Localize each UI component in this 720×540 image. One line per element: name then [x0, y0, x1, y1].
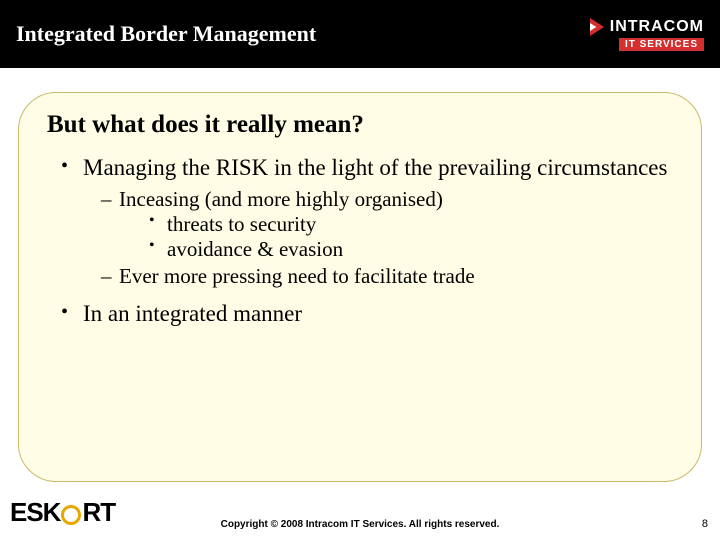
logo-sub: IT SERVICES: [619, 38, 704, 51]
list-item: threats to security: [149, 212, 673, 237]
list-item: Inceasing (and more highly organised) th…: [101, 187, 673, 262]
bullet-text: threats to security: [167, 212, 316, 236]
list-item: In an integrated manner: [61, 301, 673, 327]
copyright: Copyright © 2008 Intracom IT Services. A…: [221, 519, 500, 530]
bullet-text: In an integrated manner: [83, 301, 302, 326]
logo-name: INTRACOM: [610, 18, 704, 36]
bullet-text: avoidance & evasion: [167, 237, 343, 261]
eskort-pre: ESK: [10, 497, 60, 528]
bullet-text: Managing the RISK in the light of the pr…: [83, 155, 667, 180]
eskort-logo: ESK RT: [10, 497, 115, 528]
list-item: avoidance & evasion: [149, 237, 673, 262]
header-title: Integrated Border Management: [16, 21, 316, 47]
slide-header: Integrated Border Management INTRACOM IT…: [0, 0, 720, 68]
bullet-list: Managing the RISK in the light of the pr…: [47, 155, 673, 327]
content-box: But what does it really mean? Managing t…: [18, 92, 702, 482]
box-title: But what does it really mean?: [47, 111, 673, 139]
bullet-text: Inceasing (and more highly organised): [119, 187, 443, 211]
list-item: Ever more pressing need to facilitate tr…: [101, 264, 673, 289]
list-item: Managing the RISK in the light of the pr…: [61, 155, 673, 289]
ring-icon: [61, 505, 81, 525]
bullet-text: Ever more pressing need to facilitate tr…: [119, 264, 475, 288]
intracom-logo: INTRACOM IT SERVICES: [590, 18, 704, 51]
arrow-icon: [590, 18, 604, 36]
page-number: 8: [702, 518, 708, 530]
eskort-post: RT: [82, 497, 115, 528]
